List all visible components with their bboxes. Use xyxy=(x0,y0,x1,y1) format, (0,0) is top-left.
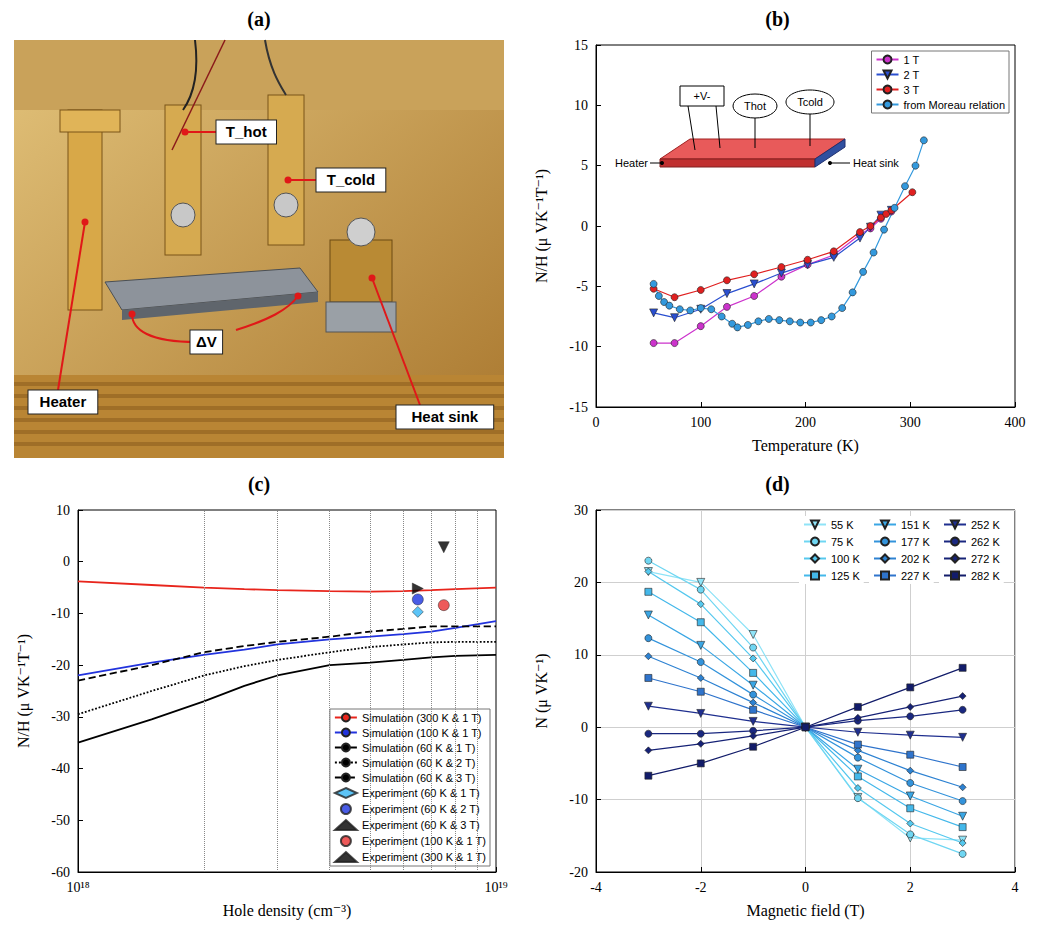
svg-text:0: 0 xyxy=(63,554,70,569)
svg-text:-2: -2 xyxy=(695,880,707,895)
svg-text:Simulation (300 K & 1 T): Simulation (300 K & 1 T) xyxy=(362,712,482,724)
svg-text:Heater: Heater xyxy=(615,157,648,169)
svg-text:2 T: 2 T xyxy=(904,69,920,81)
svg-text:262 K: 262 K xyxy=(971,536,1000,548)
svg-text:10: 10 xyxy=(56,503,70,518)
svg-text:-50: -50 xyxy=(51,813,70,828)
svg-text:Hole density (cm⁻³): Hole density (cm⁻³) xyxy=(223,902,352,920)
svg-text:T_hot: T_hot xyxy=(226,123,267,140)
svg-text:10: 10 xyxy=(574,647,588,662)
svg-text:202 K: 202 K xyxy=(901,553,930,565)
svg-text:252 K: 252 K xyxy=(971,519,1000,531)
svg-text:-10: -10 xyxy=(569,339,588,354)
svg-text:Simulation (60 K & 1 T): Simulation (60 K & 1 T) xyxy=(362,742,476,754)
svg-text:10¹⁹: 10¹⁹ xyxy=(484,880,507,895)
svg-text:100: 100 xyxy=(690,415,711,430)
svg-text:55 K: 55 K xyxy=(831,519,854,531)
svg-text:Experiment (300 K & 1 T): Experiment (300 K & 1 T) xyxy=(362,851,486,863)
svg-text:(b): (b) xyxy=(765,8,789,31)
svg-text:200: 200 xyxy=(795,415,816,430)
svg-text:-60: -60 xyxy=(51,865,70,880)
svg-text:Heat sink: Heat sink xyxy=(853,157,899,169)
svg-text:-5: -5 xyxy=(576,279,588,294)
svg-text:Simulation (100 K & 1 T): Simulation (100 K & 1 T) xyxy=(362,727,482,739)
svg-text:N (μ VK⁻¹): N (μ VK⁻¹) xyxy=(533,653,551,728)
svg-text:-10: -10 xyxy=(569,792,588,807)
svg-text:Experiment (60 K & 3 T): Experiment (60 K & 3 T) xyxy=(362,819,480,831)
svg-text:-20: -20 xyxy=(51,658,70,673)
svg-text:0: 0 xyxy=(593,415,600,430)
svg-text:-30: -30 xyxy=(51,709,70,724)
svg-text:5: 5 xyxy=(581,158,588,173)
svg-text:10: 10 xyxy=(574,98,588,113)
svg-text:Temperature (K): Temperature (K) xyxy=(752,437,859,455)
svg-text:ΔV: ΔV xyxy=(196,333,217,350)
svg-text:2: 2 xyxy=(907,880,914,895)
svg-text:T_cold: T_cold xyxy=(327,171,375,188)
svg-text:3 T: 3 T xyxy=(904,84,920,96)
svg-text:125 K: 125 K xyxy=(831,570,860,582)
svg-text:Heater: Heater xyxy=(40,393,87,410)
svg-text:-20: -20 xyxy=(569,865,588,880)
svg-text:(a): (a) xyxy=(247,8,270,31)
svg-text:75 K: 75 K xyxy=(831,536,854,548)
svg-text:15: 15 xyxy=(574,38,588,53)
svg-text:Experiment (60 K & 1 T): Experiment (60 K & 1 T) xyxy=(362,787,480,799)
svg-text:Simulation (60 K & 3 T): Simulation (60 K & 3 T) xyxy=(362,772,476,784)
svg-text:0: 0 xyxy=(802,880,809,895)
svg-text:300: 300 xyxy=(900,415,921,430)
svg-text:Experiment (100 K & 1 T): Experiment (100 K & 1 T) xyxy=(362,835,486,847)
svg-text:227 K: 227 K xyxy=(901,570,930,582)
svg-text:from Moreau relation: from Moreau relation xyxy=(904,99,1006,111)
svg-text:0: 0 xyxy=(581,219,588,234)
svg-text:N/H (μ VK⁻¹T⁻¹): N/H (μ VK⁻¹T⁻¹) xyxy=(533,169,551,283)
svg-text:Simulation (60 K & 2 T): Simulation (60 K & 2 T) xyxy=(362,757,476,769)
svg-text:282 K: 282 K xyxy=(971,570,1000,582)
svg-text:-40: -40 xyxy=(51,761,70,776)
svg-text:10¹⁸: 10¹⁸ xyxy=(66,880,89,895)
svg-text:(c): (c) xyxy=(248,473,270,496)
svg-text:-4: -4 xyxy=(590,880,602,895)
svg-text:100 K: 100 K xyxy=(831,553,860,565)
svg-text:4: 4 xyxy=(1012,880,1019,895)
svg-text:Magnetic field (T): Magnetic field (T) xyxy=(746,902,864,920)
svg-text:272 K: 272 K xyxy=(971,553,1000,565)
svg-text:0: 0 xyxy=(581,720,588,735)
svg-text:-10: -10 xyxy=(51,606,70,621)
svg-text:+V-: +V- xyxy=(694,90,711,102)
svg-text:30: 30 xyxy=(574,503,588,518)
svg-text:(d): (d) xyxy=(765,473,789,496)
svg-text:400: 400 xyxy=(1005,415,1026,430)
svg-text:177 K: 177 K xyxy=(901,536,930,548)
svg-text:Heat sink: Heat sink xyxy=(411,408,478,425)
svg-text:20: 20 xyxy=(574,575,588,590)
svg-text:Tcold: Tcold xyxy=(797,96,823,108)
svg-text:-15: -15 xyxy=(569,400,588,415)
svg-text:151 K: 151 K xyxy=(901,519,930,531)
svg-text:N/H (μ VK⁻¹T⁻¹): N/H (μ VK⁻¹T⁻¹) xyxy=(15,634,33,748)
svg-text:Experiment (60 K & 2 T): Experiment (60 K & 2 T) xyxy=(362,803,480,815)
svg-text:Thot: Thot xyxy=(744,100,766,112)
svg-text:1 T: 1 T xyxy=(904,54,920,66)
